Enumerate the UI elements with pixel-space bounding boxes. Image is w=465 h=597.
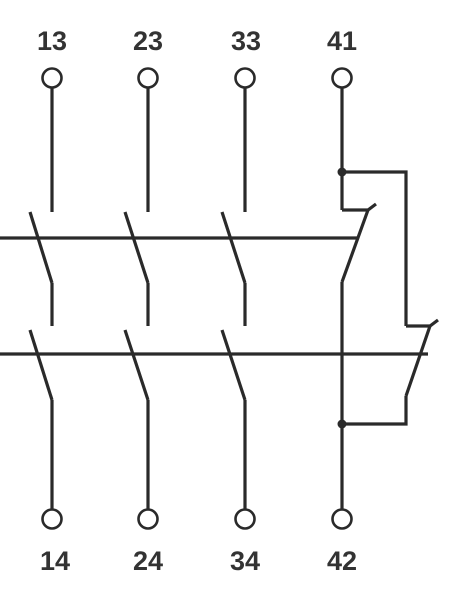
terminal-circle-41 — [331, 67, 353, 89]
contact-path-41-42 — [337, 88, 439, 510]
terminal-circle-42 — [331, 508, 353, 530]
terminal-circle-24 — [137, 508, 159, 530]
terminal-label-42: 42 — [327, 546, 357, 576]
terminal-label-24: 24 — [133, 546, 163, 576]
contact-path-13-14 — [28, 88, 54, 510]
switch-blade-23-lower — [123, 329, 150, 401]
terminal-label-41: 41 — [327, 26, 357, 56]
switch-blade-41-lower — [404, 325, 432, 397]
switch-blade-13-lower — [28, 329, 54, 401]
switch-blade-33-upper — [220, 211, 247, 284]
terminal-circle-14 — [41, 508, 63, 530]
terminal-label-33: 33 — [231, 26, 261, 56]
switch-blade-23-upper — [123, 211, 150, 284]
terminal-label-34: 34 — [230, 546, 260, 576]
switch-nc-41-upper — [342, 202, 377, 212]
switch-blade-41-upper — [340, 209, 370, 283]
terminal-circle-13 — [41, 67, 63, 89]
terminal-circle-23 — [137, 67, 159, 89]
switch-nc-41-lower — [406, 318, 439, 328]
contact-path-23-24 — [123, 88, 150, 510]
terminal-label-23: 23 — [133, 26, 163, 56]
switch-blade-33-lower — [220, 329, 247, 401]
contact-path-33-34 — [220, 88, 247, 510]
parallel-branch-top — [342, 170, 408, 326]
junction-dot-top — [337, 167, 347, 177]
terminal-circle-33 — [234, 67, 256, 89]
terminal-label-13: 13 — [37, 26, 67, 56]
terminal-label-14: 14 — [40, 546, 70, 576]
junction-dot-bottom — [337, 419, 347, 429]
parallel-branch-bottom — [342, 396, 408, 426]
switch-blade-13-upper — [28, 211, 54, 284]
terminal-circle-34 — [234, 508, 256, 530]
